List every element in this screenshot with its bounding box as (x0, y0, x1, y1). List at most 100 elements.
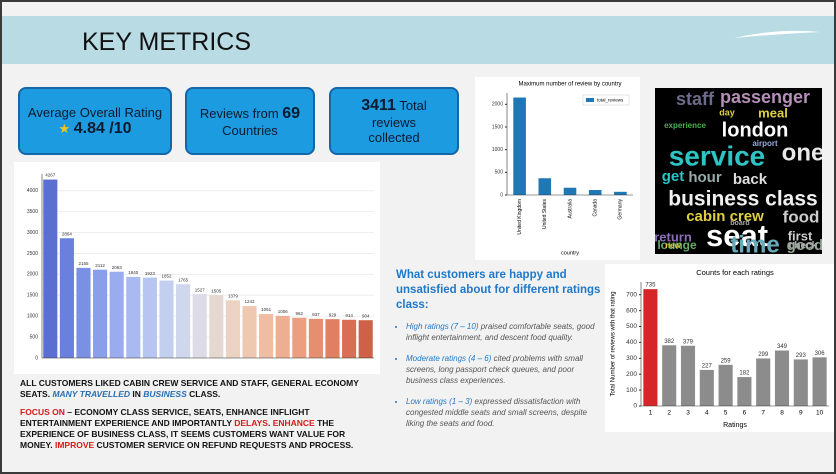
y-tick-label: 2000 (27, 272, 38, 278)
bar (176, 284, 191, 358)
card-title: Average Overall Rating (27, 104, 163, 120)
x-axis-label: Ratings (723, 422, 747, 429)
x-tick-label: Australia (567, 199, 573, 219)
card-value-text: 4.84 /10 (73, 119, 132, 137)
data-label: 227 (702, 363, 713, 369)
cloud-word: passenger (720, 88, 810, 107)
cloud-word: return (655, 229, 692, 244)
card-line: Reviews from 69 (187, 105, 313, 123)
card-number: 69 (282, 104, 301, 122)
data-label: 382 (664, 339, 675, 345)
bar (812, 357, 827, 406)
x-tick-label: 4 (705, 410, 709, 417)
data-label: 1852 (161, 274, 172, 279)
chart-title: Maximum number of review by country (518, 82, 621, 88)
data-label: 1940 (128, 270, 139, 275)
cloud-word: check (789, 241, 818, 252)
bar (126, 276, 141, 358)
cloud-word: first (788, 228, 813, 243)
data-label: 1505 (211, 288, 222, 293)
insights-list: High ratings (7 – 10) praised comfortabl… (396, 321, 601, 429)
cloud-word: cabin crew (686, 208, 764, 225)
y-tick-label: 1000 (492, 147, 503, 153)
bar (242, 306, 257, 358)
y-tick-label: 4000 (27, 188, 38, 194)
x-tick-label: 10 (816, 410, 824, 417)
bar (662, 345, 677, 406)
cloud-word: day (719, 107, 735, 117)
legend-box (582, 94, 630, 106)
x-tick-label: Canada (593, 199, 599, 217)
bar (308, 318, 323, 358)
x-tick-label: United States (542, 199, 548, 230)
insight-text: praised comfortable seats, good inflight… (406, 322, 595, 342)
bar (292, 317, 307, 358)
data-label: 259 (721, 358, 732, 364)
insight-bullet: High ratings (7 – 10) praised comfortabl… (406, 321, 601, 343)
bar (793, 359, 808, 406)
x-tick-label: 9 (799, 410, 803, 417)
cloud-word: airport (752, 139, 778, 148)
summary-text: . (267, 418, 273, 428)
data-label: 299 (758, 352, 769, 358)
insight-bullet: Low ratings (1 – 3) expressed dissatisfa… (406, 396, 601, 429)
y-tick-label: 500 (626, 323, 637, 330)
bar (192, 294, 207, 358)
x-tick-label: Germany (618, 199, 624, 220)
data-label: 914 (345, 313, 353, 318)
summary-text: IMPROVE (54, 440, 95, 450)
data-label: 4267 (45, 173, 56, 178)
y-tick-label: 0 (500, 192, 503, 198)
y-tick-label: 1500 (27, 293, 38, 299)
insight-text: expressed dissatisfaction with congested… (406, 397, 587, 428)
bar (774, 350, 790, 406)
card-suffix: Countries (222, 122, 278, 138)
card-number: 3411 (361, 97, 396, 114)
y-tick-label: 2500 (27, 251, 38, 257)
data-label: 1923 (145, 271, 156, 276)
summary-text: ENHANCE (272, 418, 315, 428)
y-tick-label: 3000 (27, 230, 38, 236)
bar (358, 320, 373, 358)
bar (109, 271, 124, 358)
x-axis-label: country (561, 250, 579, 256)
cloud-word: service (669, 140, 766, 171)
legend-swatch (586, 98, 594, 102)
bar (513, 97, 526, 195)
insight-bullet: Moderate ratings (4 – 6) cited problems … (406, 353, 601, 386)
cloud-word: hour (688, 169, 721, 186)
card-value: ★ 4.84 /10 (20, 120, 170, 138)
countries-card: Reviews from 69 Countries (185, 87, 315, 155)
cloud-word: lounge (657, 238, 697, 252)
y-tick-label: 200 (626, 371, 637, 378)
x-tick-label: 3 (686, 410, 690, 417)
bar (614, 191, 627, 195)
data-label: 1051 (261, 307, 272, 312)
star-icon: ★ (58, 120, 71, 136)
summary-text: CUSTOMER SERVICE ON REFUND REQUESTS AND … (94, 440, 354, 450)
bar (563, 187, 577, 195)
data-label: 349 (777, 344, 788, 350)
summary-paragraph: ALL CUSTOMERS LIKED CABIN CREW SERVICE A… (20, 378, 380, 400)
data-label: 735 (645, 283, 656, 289)
bar (159, 280, 174, 358)
bar (59, 238, 74, 358)
data-label: 2864 (62, 231, 73, 236)
summary: ALL CUSTOMERS LIKED CABIN CREW SERVICE A… (20, 378, 380, 458)
bar (93, 269, 108, 358)
bar (756, 358, 771, 406)
bar (680, 345, 696, 406)
insight-label: Moderate ratings (4 – 6) (406, 354, 492, 363)
cloud-word: experience (664, 121, 706, 130)
y-tick-label: 300 (626, 355, 637, 362)
bar (342, 319, 357, 358)
y-tick-label: 700 (626, 291, 637, 298)
cloud-word: one (782, 139, 822, 166)
summary-paragraph: FOCUS ON – ECONOMY CLASS SERVICE, SEATS,… (20, 407, 380, 451)
y-tick-label: 3500 (27, 209, 38, 215)
data-label: 1379 (228, 294, 239, 299)
x-tick-label: 8 (780, 410, 784, 417)
bar (325, 319, 340, 358)
cloud-word: good (787, 237, 822, 254)
